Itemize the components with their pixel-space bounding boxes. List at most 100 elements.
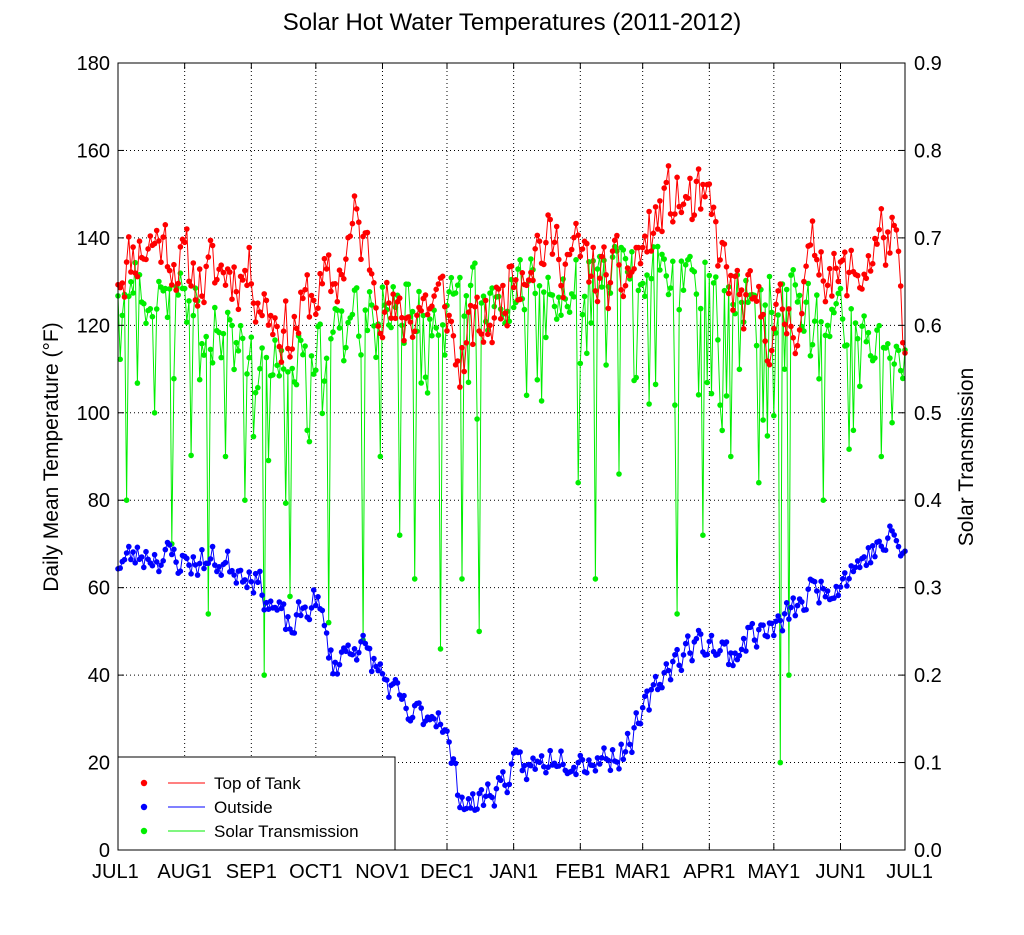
data-point [721,241,728,247]
data-point [644,249,650,255]
data-point [792,612,799,619]
data-point [547,747,553,754]
data-point [325,619,332,626]
data-point [261,607,268,613]
data-point [839,316,846,322]
y-tick-label: 160 [77,140,110,162]
data-point [538,753,545,759]
data-point [362,307,369,313]
data-point [590,762,596,769]
data-point [680,201,687,207]
data-point [895,543,902,550]
data-point [816,376,822,382]
data-point [203,263,209,270]
data-point [366,289,373,295]
data-point [874,327,880,333]
data-point [233,339,240,346]
data-point [435,332,442,339]
data-point [678,258,685,265]
data-point [491,303,498,310]
x-tick-label: MAY1 [747,861,800,883]
data-point [293,612,300,618]
data-point [248,334,255,341]
data-point [418,705,425,711]
data-point [631,266,637,272]
data-point [756,479,762,486]
data-point [341,357,347,364]
data-point [820,278,827,284]
data-point [773,301,779,308]
data-point [822,332,829,339]
data-point [248,281,255,287]
data-point [523,776,530,783]
data-point [620,247,627,253]
data-point [788,272,794,278]
data-point [773,618,779,625]
data-point [560,761,566,768]
data-point [229,567,235,574]
data-point [184,319,190,326]
data-point [895,248,902,255]
data-point [295,330,302,337]
data-point [308,353,315,359]
data-point [461,313,468,319]
data-point [706,638,713,645]
data-point [138,554,145,560]
data-point [852,320,859,326]
data-point [584,770,590,776]
data-point [541,261,547,268]
series-outside [115,523,908,813]
data-point [334,671,341,677]
data-point [356,333,362,340]
data-point [282,298,289,304]
data-point [848,563,854,569]
data-point [732,273,738,280]
data-point [338,649,345,655]
data-point [713,274,719,280]
data-point [358,352,364,358]
data-point [377,661,384,667]
tick-layer: 0 20 40 60 80 100 120 140 160 180 0.0 0.1 0.2 0.3 0.4 0… [77,53,942,883]
data-point [302,286,308,293]
data-point [835,278,842,285]
data-point [265,322,272,328]
data-point [272,315,278,321]
data-point [573,257,579,263]
data-point [532,766,538,772]
data-point [573,220,579,227]
data-point [388,324,394,331]
data-point [803,606,809,613]
legend-marker [140,827,148,835]
data-point [659,684,665,691]
data-point [156,238,162,244]
data-point [368,271,375,277]
data-point [437,721,444,728]
data-point [863,562,870,569]
data-point [379,671,386,677]
data-point [349,651,356,658]
data-point [381,309,388,316]
data-point [156,278,162,285]
data-point [491,803,498,809]
data-point [665,291,672,298]
data-point [446,312,452,319]
data-point [719,427,725,434]
data-point [175,292,181,298]
data-point [768,347,775,354]
data-point [472,260,478,267]
data-point [153,227,160,234]
data-point [285,369,291,375]
data-point [801,328,807,334]
data-point [448,318,455,325]
data-point [497,777,504,784]
data-point [667,211,674,217]
data-point [334,307,341,314]
data-point [136,238,143,244]
data-point [465,379,472,386]
data-point [156,568,162,575]
data-point [620,293,627,300]
data-point [123,259,130,265]
data-point [687,175,693,182]
data-point [280,601,287,607]
data-point [648,686,655,693]
